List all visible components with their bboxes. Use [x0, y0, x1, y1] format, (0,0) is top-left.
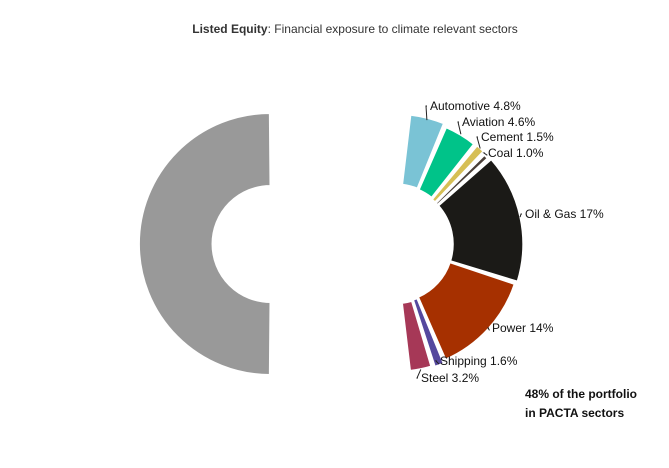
slice-aviation[interactable] — [418, 126, 475, 199]
leader-line-power — [487, 327, 490, 331]
portfolio-note-line2: in PACTA sectors — [525, 406, 624, 420]
leader-line-coal — [482, 152, 488, 156]
label-automotive: Automotive 4.8% — [430, 99, 521, 113]
sector-labels-group: Automotive 4.8% Aviation 4.6%Cement 1.5% C… — [416, 99, 604, 385]
label-aviation: Aviation 4.6% — [462, 115, 535, 129]
leader-line-oil-gas — [519, 213, 522, 218]
leader-line-automotive — [425, 105, 428, 121]
chart-title-bold: Listed Equity — [192, 22, 268, 36]
other-segment-group — [137, 112, 272, 376]
chart-title: Listed Equity: Financial exposure to cli… — [192, 22, 517, 36]
leader-line-aviation — [457, 121, 462, 135]
label-cement: Cement 1.5% — [481, 130, 554, 144]
slice-power[interactable] — [417, 261, 516, 361]
other-segment — [137, 112, 272, 376]
slice-coal[interactable] — [435, 154, 489, 206]
slice-shipping[interactable] — [412, 297, 445, 368]
label-steel: Steel 3.2% — [421, 371, 479, 385]
portfolio-note-line1: 48% of the portfolio — [525, 387, 637, 401]
leader-line-cement — [476, 136, 481, 149]
label-coal: Coal 1.0% — [488, 146, 544, 160]
sector-slices-group — [401, 114, 524, 372]
label-oil-gas: Oil & Gas 17% — [525, 207, 604, 221]
slice-oil-gas[interactable] — [437, 158, 524, 283]
label-power: Power 14% — [492, 321, 554, 335]
slice-steel[interactable] — [401, 300, 432, 372]
slice-automotive[interactable] — [401, 114, 445, 190]
slice-cement[interactable] — [431, 145, 485, 203]
leader-line-steel — [416, 369, 422, 379]
chart-title-rest: : Financial exposure to climate relevant… — [268, 22, 518, 36]
label-shipping: Shipping 1.6% — [440, 354, 518, 368]
leader-line-shipping — [434, 360, 440, 365]
